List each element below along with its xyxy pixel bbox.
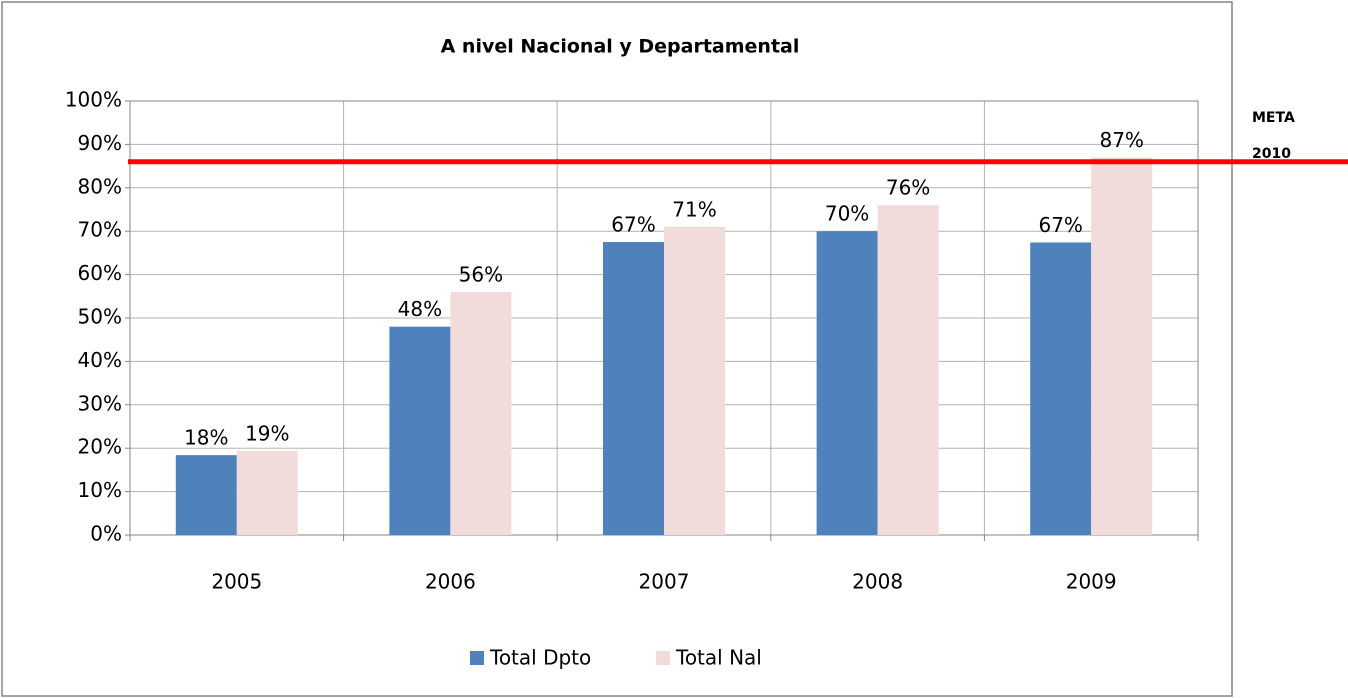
value-label: 56% [459, 262, 503, 286]
bar [450, 291, 512, 535]
x-tick-label: 2009 [1066, 570, 1117, 594]
legend-label: Total Nal [675, 646, 762, 670]
y-tick-label: 60% [78, 261, 122, 285]
bar [175, 455, 237, 535]
bar [816, 231, 878, 535]
value-label: 18% [184, 426, 228, 450]
target-label: META [1252, 110, 1295, 126]
target-label: 2010 [1252, 146, 1291, 162]
value-label: 70% [825, 202, 869, 226]
y-tick-label: 70% [78, 218, 122, 242]
legend-swatch [656, 651, 670, 665]
y-tick-label: 0% [90, 522, 122, 546]
y-tick-label: 10% [78, 478, 122, 502]
value-label: 76% [886, 176, 930, 200]
legend-label: Total Dpto [489, 646, 591, 670]
y-tick-label: 50% [78, 305, 122, 329]
value-label: 71% [672, 197, 716, 221]
value-label: 67% [1038, 213, 1082, 237]
y-tick-label: 80% [78, 174, 122, 198]
bar [1091, 157, 1153, 536]
y-tick-label: 100% [65, 88, 122, 112]
bar [236, 450, 298, 535]
x-tick-label: 2006 [425, 570, 476, 594]
y-tick-label: 40% [78, 348, 122, 372]
x-tick-label: 2007 [639, 570, 690, 594]
chart-title: A nivel Nacional y Departamental [441, 36, 800, 58]
x-tick-label: 2005 [211, 570, 262, 594]
y-tick-label: 90% [78, 131, 122, 155]
value-label: 67% [611, 213, 655, 237]
bar [389, 326, 451, 535]
value-label: 48% [398, 297, 442, 321]
y-tick-label: 20% [78, 435, 122, 459]
x-tick-label: 2008 [852, 570, 903, 594]
value-label: 19% [245, 421, 289, 445]
bar [664, 226, 725, 536]
value-label: 87% [1099, 128, 1143, 152]
y-tick-label: 30% [78, 391, 122, 415]
bar [877, 205, 939, 535]
bar [1030, 242, 1092, 535]
legend-swatch [470, 651, 484, 665]
bar [603, 242, 664, 536]
